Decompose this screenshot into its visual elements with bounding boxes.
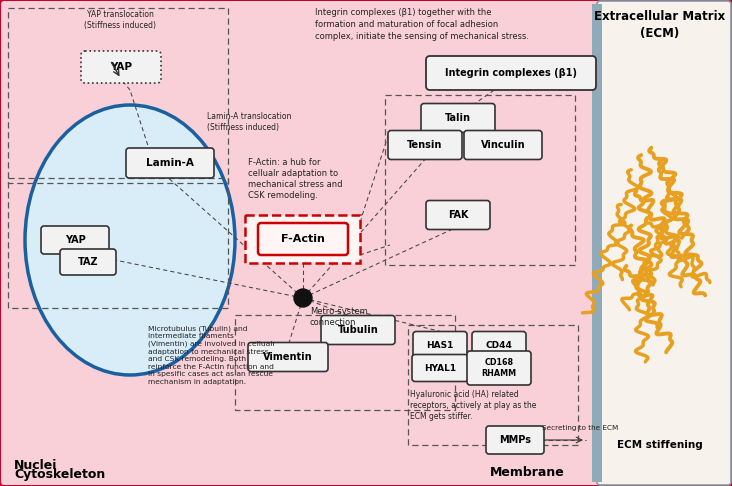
Text: F-Actin: a hub for
cellualr adaptation to
mechanical stress and
CSK remodeling.: F-Actin: a hub for cellualr adaptation t… [248, 158, 343, 200]
Text: Metro-system
connection: Metro-system connection [310, 307, 367, 327]
FancyBboxPatch shape [41, 226, 109, 254]
Text: HYAL1: HYAL1 [424, 364, 456, 372]
Text: YAP translocation
(Stiffness induced): YAP translocation (Stiffness induced) [84, 10, 156, 30]
Text: Lamin-A translocation
(Stiffness induced): Lamin-A translocation (Stiffness induced… [207, 112, 291, 132]
Text: YAP: YAP [110, 62, 132, 72]
Text: TAZ: TAZ [78, 257, 98, 267]
FancyBboxPatch shape [258, 223, 348, 255]
Bar [245, 215, 360, 263]
Text: Tensin: Tensin [407, 140, 443, 150]
Text: YAP: YAP [64, 235, 86, 245]
Text: FAK: FAK [448, 210, 468, 220]
Text: MMPs: MMPs [499, 435, 531, 445]
Text: Talin: Talin [445, 113, 471, 123]
Text: Cytoskeleton: Cytoskeleton [14, 468, 105, 481]
FancyBboxPatch shape [81, 51, 161, 83]
Text: Extracellular Matrix
(ECM): Extracellular Matrix (ECM) [594, 10, 725, 40]
FancyBboxPatch shape [597, 1, 731, 485]
FancyBboxPatch shape [126, 148, 214, 178]
Text: Vinculin: Vinculin [481, 140, 526, 150]
Text: Secreting to the ECM: Secreting to the ECM [542, 425, 619, 431]
FancyBboxPatch shape [426, 56, 596, 90]
FancyBboxPatch shape [248, 343, 328, 371]
FancyBboxPatch shape [321, 315, 395, 345]
Bar [592, 4, 602, 482]
FancyBboxPatch shape [464, 131, 542, 159]
Circle shape [294, 289, 312, 307]
Text: Tubulin: Tubulin [337, 325, 378, 335]
FancyBboxPatch shape [467, 351, 531, 385]
FancyBboxPatch shape [388, 131, 462, 159]
Text: HAS1: HAS1 [426, 341, 454, 349]
Text: Nuclei: Nuclei [14, 459, 57, 472]
Bar [385, 95, 575, 265]
Text: Integrin complexes (β1): Integrin complexes (β1) [445, 68, 577, 78]
Ellipse shape [25, 105, 235, 375]
FancyBboxPatch shape [426, 201, 490, 229]
FancyBboxPatch shape [472, 331, 526, 359]
Text: Microtubulus (Tubulin) and
intermediate filaments
(Vimentin) are involved in cel: Microtubulus (Tubulin) and intermediate … [148, 325, 275, 384]
FancyBboxPatch shape [486, 426, 544, 454]
Bar [408, 325, 578, 445]
Text: ECM stiffening: ECM stiffening [617, 440, 703, 450]
FancyBboxPatch shape [412, 354, 468, 382]
Bar [8, 8, 228, 183]
FancyBboxPatch shape [421, 104, 495, 133]
Text: Lamin-A: Lamin-A [146, 158, 194, 168]
Text: Membrane: Membrane [490, 466, 565, 479]
Bar [235, 315, 455, 410]
Text: F-Actin: F-Actin [281, 234, 325, 244]
Text: Integrin complexes (β1) together with the
formation and maturation of focal adhe: Integrin complexes (β1) together with th… [315, 8, 529, 41]
Text: Hyaluronic acid (HA) related
receptors, actively at play as the
ECM gets stiffer: Hyaluronic acid (HA) related receptors, … [410, 390, 537, 421]
FancyBboxPatch shape [413, 331, 467, 359]
Bar [8, 178, 228, 308]
Text: CD44: CD44 [485, 341, 512, 349]
FancyBboxPatch shape [60, 249, 116, 275]
Text: CD168
RHAMM: CD168 RHAMM [482, 358, 517, 378]
Text: Vimentin: Vimentin [264, 352, 313, 362]
